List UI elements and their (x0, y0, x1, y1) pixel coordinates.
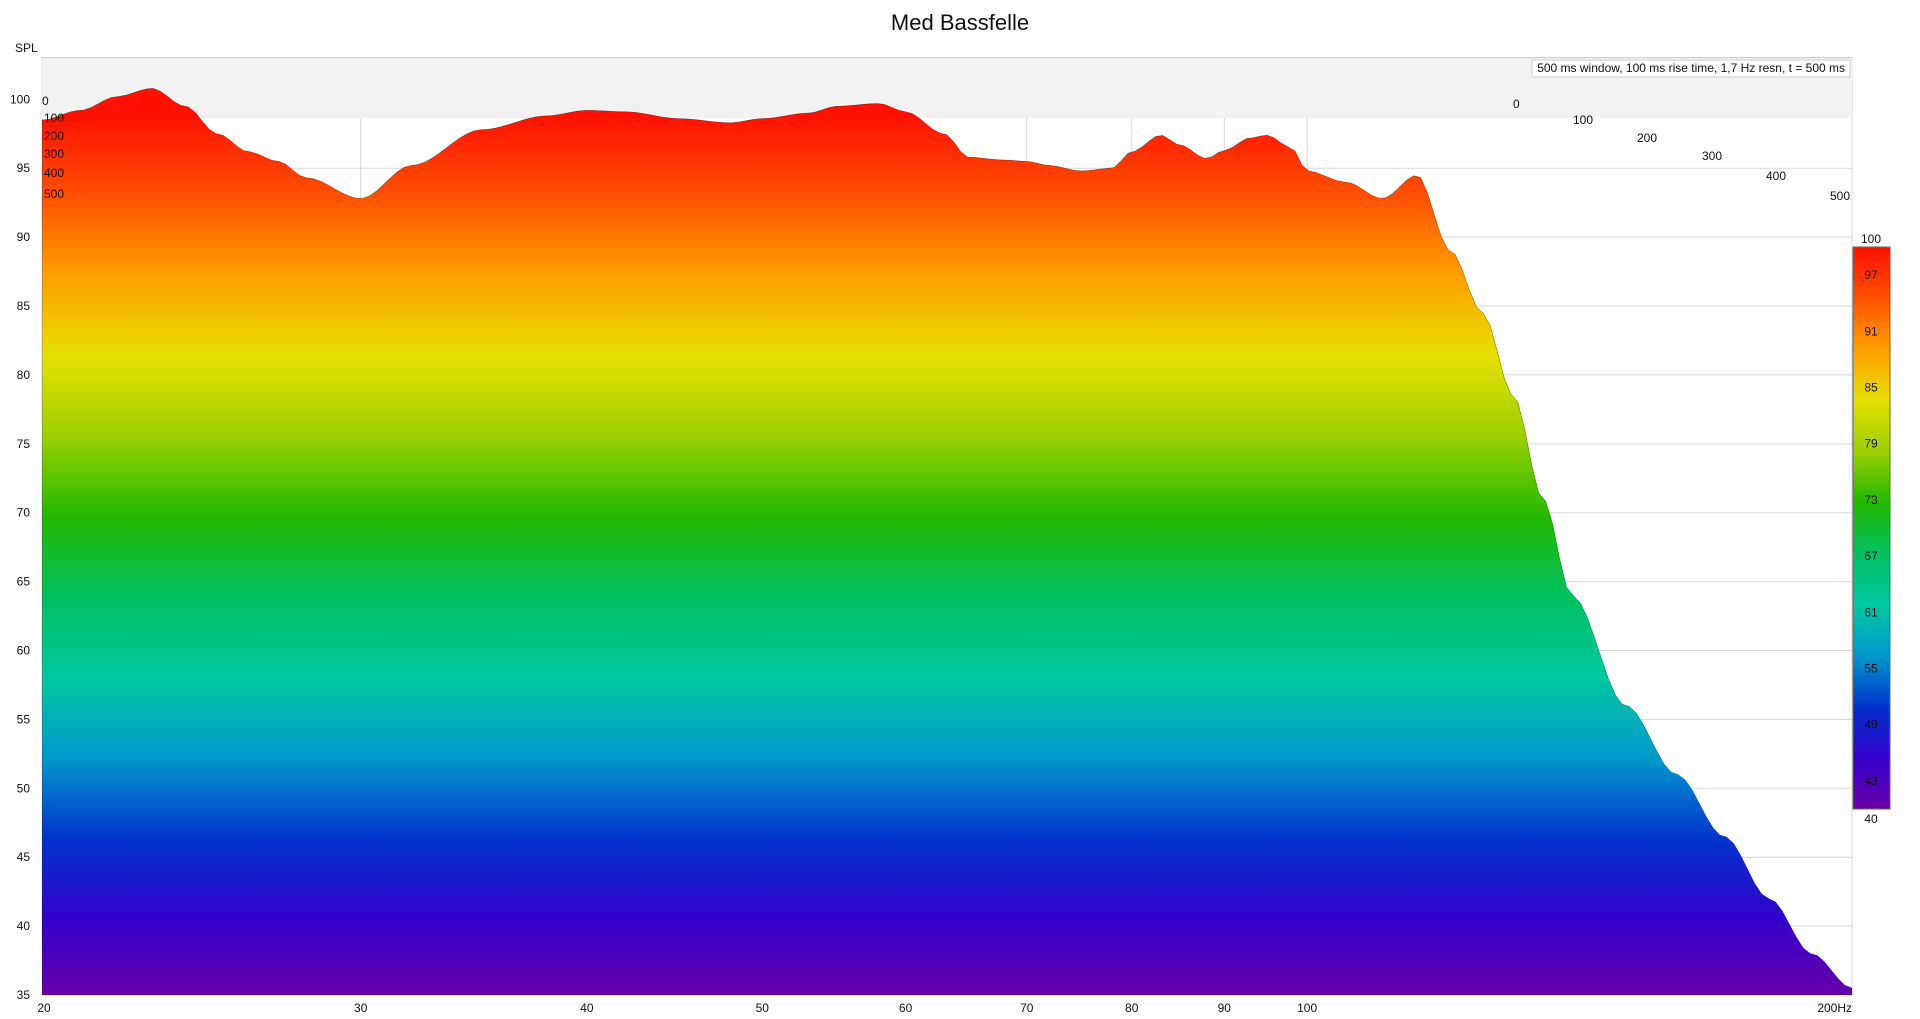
time-label-right: 300 (1702, 149, 1722, 163)
colorbar-label: 43 (1864, 774, 1878, 788)
colorbar-label: 79 (1864, 437, 1878, 451)
y-tick-label: 75 (17, 437, 31, 451)
waterfall-slice (42, 88, 1852, 995)
x-tick-label: 100 (1297, 1001, 1317, 1015)
colorbar-label: 49 (1864, 718, 1878, 732)
colorbar-label: 97 (1864, 268, 1878, 282)
colorbar-label: 73 (1864, 493, 1878, 507)
time-label-right: 500 (1830, 189, 1850, 203)
y-tick-label: 85 (17, 299, 31, 313)
time-label-left: 400 (44, 166, 64, 180)
colorbar-label: 61 (1864, 605, 1878, 619)
y-axis-label: SPL (15, 41, 38, 55)
x-tick-label: 200Hz (1817, 1001, 1852, 1015)
time-label-right: 0 (1513, 97, 1520, 111)
colorbar-label: 91 (1864, 324, 1878, 338)
colorbar-label: 55 (1864, 662, 1878, 676)
y-tick-label: 90 (17, 230, 31, 244)
time-label-left: 300 (44, 147, 64, 161)
x-tick-label: 70 (1020, 1001, 1034, 1015)
time-label-right: 100 (1573, 113, 1593, 127)
colorbar-label: 85 (1864, 381, 1878, 395)
colorbar-label: 40 (1864, 812, 1878, 826)
waterfall-surface (42, 88, 1852, 995)
colorbar-label: 67 (1864, 549, 1878, 563)
y-tick-label: 70 (17, 506, 31, 520)
time-label-right: 400 (1766, 169, 1786, 183)
axes: 100 95 90 85 80 75 70 65 60 55 50 45 40 35 20 30 40 50 60 7… (10, 92, 1852, 1015)
y-tick-label: 35 (17, 988, 31, 1002)
y-tick-label: 95 (17, 161, 31, 175)
y-tick-label: 50 (17, 781, 31, 795)
y-tick-label: 100 (10, 92, 30, 106)
y-tick-label: 80 (17, 368, 31, 382)
time-label-left: 0 (42, 94, 49, 108)
y-tick-label: 55 (17, 712, 31, 726)
time-label-left: 200 (44, 129, 64, 143)
x-tick-label: 50 (756, 1001, 770, 1015)
time-label-right: 200 (1637, 131, 1657, 145)
x-tick-label: 20 (37, 1001, 51, 1015)
colorbar-label: 100 (1861, 232, 1881, 246)
x-tick-label: 40 (580, 1001, 594, 1015)
annotation-box: 500 ms window, 100 ms rise time, 1,7 Hz … (1531, 59, 1851, 78)
y-tick-label: 65 (17, 575, 31, 589)
x-tick-label: 90 (1218, 1001, 1232, 1015)
y-tick-label: 40 (17, 919, 31, 933)
x-tick-label: 30 (354, 1001, 368, 1015)
x-tick-label: 60 (899, 1001, 913, 1015)
chart-title: Med Bassfelle (891, 10, 1029, 35)
y-tick-label: 45 (17, 850, 31, 864)
colorbar: 100 97 91 85 79 73 67 61 55 49 43 40 (1852, 232, 1891, 826)
time-label-left: 100 (44, 111, 64, 125)
colorbar-gradient-bar (1852, 246, 1891, 810)
x-tick-label: 80 (1125, 1001, 1139, 1015)
annotation-text: 500 ms window, 100 ms rise time, 1,7 Hz … (1537, 61, 1845, 75)
time-label-left: 500 (44, 187, 64, 201)
y-tick-label: 60 (17, 644, 31, 658)
